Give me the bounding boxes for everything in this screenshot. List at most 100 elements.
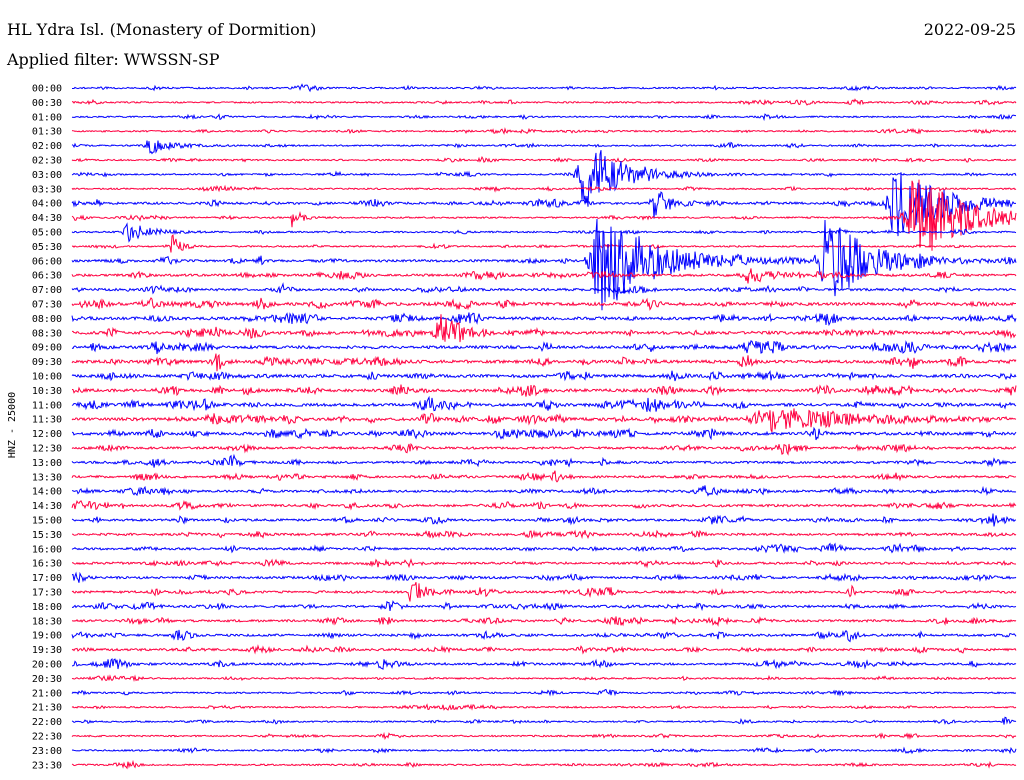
- trace-1030: [72, 384, 1017, 397]
- time-tick-1400: 14:00: [32, 487, 62, 498]
- trace-0900: [71, 340, 1017, 355]
- trace-1100: [71, 395, 1017, 413]
- time-tick-0130: 01:30: [32, 127, 62, 138]
- trace-0030: [71, 98, 1017, 106]
- trace-1200: [71, 426, 1017, 441]
- time-tick-0500: 05:00: [32, 228, 62, 239]
- time-tick-0400: 04:00: [32, 199, 62, 210]
- trace-2330: [71, 759, 1017, 770]
- time-tick-1900: 19:00: [32, 631, 62, 642]
- trace-1000: [71, 370, 1017, 382]
- trace-0330: [71, 184, 1017, 193]
- channel-label: HNZ - 25000: [7, 392, 18, 458]
- time-tick-0230: 02:30: [32, 156, 62, 167]
- time-tick-1300: 13:00: [32, 458, 62, 469]
- time-tick-1800: 18:00: [32, 602, 62, 613]
- time-tick-0600: 06:00: [32, 256, 62, 267]
- time-tick-1730: 17:30: [32, 588, 62, 599]
- trace-0700: [71, 282, 1017, 295]
- trace-0800: [71, 312, 1017, 327]
- trace-0000: [72, 83, 1017, 93]
- trace-2300: [71, 746, 1017, 755]
- time-tick-1200: 12:00: [32, 429, 62, 440]
- time-tick-0730: 07:30: [32, 300, 62, 311]
- time-tick-0300: 03:00: [32, 170, 62, 181]
- trace-2230: [71, 731, 1017, 740]
- time-tick-1700: 17:00: [32, 573, 62, 584]
- trace-1330: [71, 470, 1017, 483]
- trace-1630: [72, 558, 1017, 569]
- trace-2030: [71, 674, 1016, 682]
- trace-0200: [71, 140, 1017, 155]
- time-tick-0630: 06:30: [32, 271, 62, 282]
- trace-0730: [71, 297, 1016, 311]
- trace-1730: [71, 582, 1017, 602]
- time-tick-0900: 09:00: [32, 343, 62, 354]
- applied-filter-label: Applied filter: WWSSN-SP: [7, 50, 220, 69]
- time-tick-2300: 23:00: [32, 746, 62, 757]
- trace-0830: [72, 314, 1017, 343]
- time-tick-0100: 01:00: [32, 112, 62, 123]
- trace-0400: [71, 172, 1016, 237]
- time-tick-0200: 02:00: [32, 141, 62, 152]
- trace-0930: [71, 353, 1017, 372]
- trace-0230: [71, 155, 1017, 163]
- time-tick-2200: 22:00: [32, 717, 62, 728]
- trace-2200: [71, 716, 1017, 725]
- time-tick-1600: 16:00: [32, 544, 62, 555]
- trace-group: [71, 83, 1017, 770]
- time-tick-0700: 07:00: [32, 285, 62, 296]
- time-tick-2130: 21:30: [32, 703, 62, 714]
- trace-1530: [71, 529, 1017, 540]
- trace-1930: [71, 644, 1017, 655]
- trace-0300: [71, 150, 1017, 207]
- trace-1400: [71, 485, 1017, 497]
- time-tick-0830: 08:30: [32, 328, 62, 339]
- time-tick-1100: 11:00: [32, 400, 62, 411]
- time-tick-1530: 15:30: [32, 530, 62, 541]
- time-tick-1030: 10:30: [32, 386, 62, 397]
- time-tick-1330: 13:30: [32, 472, 62, 483]
- time-tick-1500: 15:00: [32, 516, 62, 527]
- trace-2000: [71, 658, 1017, 670]
- trace-0500: [71, 222, 1017, 243]
- time-tick-2230: 22:30: [32, 732, 62, 743]
- time-tick-2100: 21:00: [32, 688, 62, 699]
- trace-1300: [71, 453, 1017, 468]
- trace-2100: [71, 688, 1017, 697]
- time-tick-1630: 16:30: [32, 559, 62, 570]
- time-tick-0530: 05:30: [32, 242, 62, 253]
- time-tick-0430: 04:30: [32, 213, 62, 224]
- trace-0130: [71, 127, 1017, 135]
- trace-1700: [71, 571, 1017, 583]
- trace-1900: [71, 629, 1017, 643]
- trace-1800: [71, 600, 1017, 612]
- time-tick-1430: 14:30: [32, 501, 62, 512]
- trace-1430: [71, 499, 1017, 511]
- date-label: 2022-09-25: [923, 20, 1016, 39]
- time-tick-1930: 19:30: [32, 645, 62, 656]
- trace-0530: [71, 234, 1017, 253]
- trace-2130: [71, 703, 1017, 711]
- time-tick-2000: 20:00: [32, 660, 62, 671]
- time-tick-0030: 00:30: [32, 98, 62, 109]
- time-tick-0930: 09:30: [32, 357, 62, 368]
- trace-1600: [71, 542, 1017, 554]
- time-tick-1000: 10:00: [32, 372, 62, 383]
- trace-0100: [71, 113, 1016, 122]
- trace-0630: [71, 268, 1017, 284]
- time-tick-1230: 12:30: [32, 444, 62, 455]
- trace-1130: [71, 408, 1017, 434]
- time-tick-0330: 03:30: [32, 184, 62, 195]
- time-tick-0800: 08:00: [32, 314, 62, 325]
- time-tick-2030: 20:30: [32, 674, 62, 685]
- trace-0430: [71, 179, 1017, 251]
- trace-0600: [71, 218, 1017, 311]
- time-tick-1130: 11:30: [32, 415, 62, 426]
- trace-1830: [71, 616, 1017, 627]
- time-tick-0000: 00:00: [32, 84, 62, 95]
- time-tick-labels: 00:00 00:30 01:00 01:30 02:00 02:30 03:00 03:30…: [32, 84, 62, 772]
- station-title: HL Ydra Isl. (Monastery of Dormition): [7, 20, 317, 39]
- time-tick-1830: 18:30: [32, 616, 62, 627]
